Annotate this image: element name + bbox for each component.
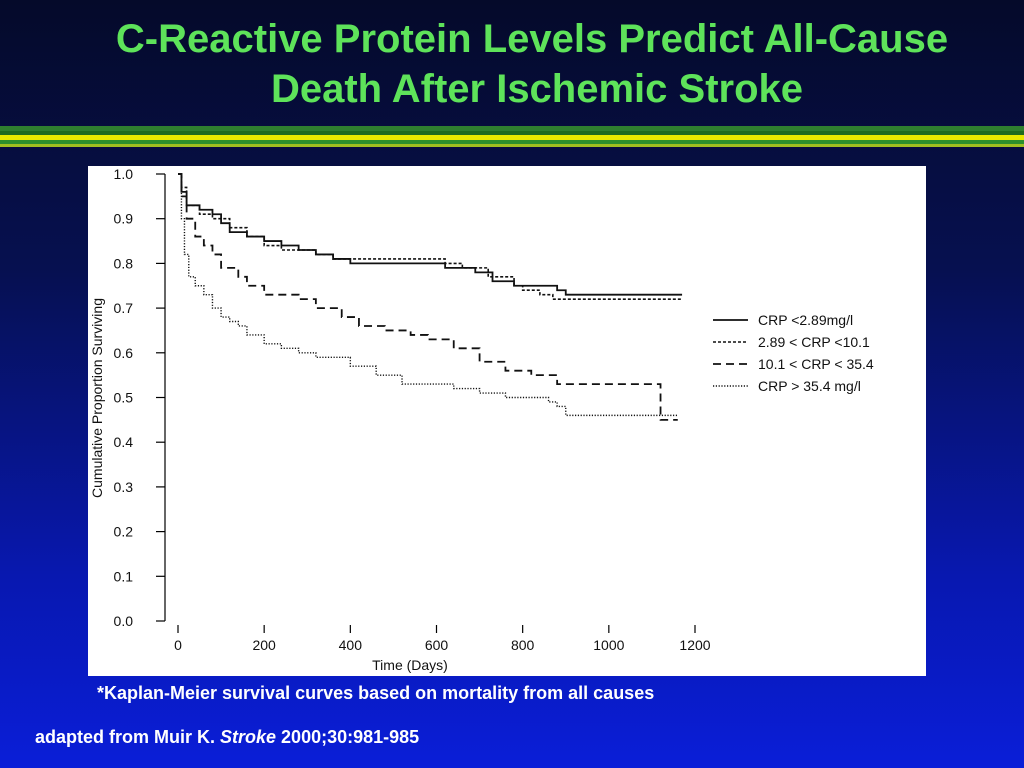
x-tick-label: 1200 xyxy=(679,637,710,653)
series-line-3 xyxy=(178,173,678,421)
slide-title: C-Reactive Protein Levels Predict All-Ca… xyxy=(0,14,1024,114)
y-tick-label: 0.4 xyxy=(114,434,134,450)
stripe xyxy=(0,131,1024,135)
stripe xyxy=(0,140,1024,144)
survival-chart: 0.0 0.1 0.2 0.3 0.4 0.5 0.6 0.7 0.8 0.9 1.0 0 200 400… xyxy=(89,166,874,673)
series-line-4 xyxy=(178,173,678,417)
x-tick-label: 800 xyxy=(511,637,535,653)
x-tick-label: 1000 xyxy=(593,637,624,653)
chart-figure: 0.0 0.1 0.2 0.3 0.4 0.5 0.6 0.7 0.8 0.9 1.0 0 200 400… xyxy=(88,166,926,676)
series-line-2 xyxy=(178,173,683,300)
y-tick-label: 0.9 xyxy=(114,211,134,227)
y-tick-label: 0.5 xyxy=(114,390,134,406)
x-tick-label: 0 xyxy=(174,637,182,653)
y-axis-title: Cumulative Proportion Surviving xyxy=(89,298,105,498)
title-line-2: Death After Ischemic Stroke xyxy=(270,67,804,111)
legend-label-3: 10.1 < CRP < 35.4 xyxy=(758,356,874,372)
y-tick-label: 0.1 xyxy=(114,568,134,584)
x-tick-label: 400 xyxy=(339,637,363,653)
footnote: *Kaplan-Meier survival curves based on m… xyxy=(97,683,655,703)
y-tick-label: 0.7 xyxy=(114,300,134,316)
x-tick-label: 600 xyxy=(425,637,449,653)
y-tick-label: 0.0 xyxy=(114,613,134,629)
y-tick-label: 0.3 xyxy=(114,479,134,495)
source-prefix: adapted from Muir K. xyxy=(35,727,221,747)
source-suffix: 2000;30:981-985 xyxy=(276,727,420,747)
source-citation: adapted from Muir K. Stroke 2000;30:981-… xyxy=(35,727,419,748)
stripe xyxy=(0,144,1024,147)
y-tick-label: 0.8 xyxy=(114,255,134,271)
legend-label-2: 2.89 < CRP <10.1 xyxy=(758,334,870,350)
y-tick-label: 0.6 xyxy=(114,345,134,361)
x-tick-label: 200 xyxy=(252,637,276,653)
series-line-1 xyxy=(178,173,683,296)
legend-label-1: CRP <2.89mg/l xyxy=(758,312,853,328)
x-axis-title: Time (Days) xyxy=(372,657,448,673)
y-tick-label: 1.0 xyxy=(114,166,134,182)
divider-stripes xyxy=(0,126,1024,148)
source-journal: Stroke xyxy=(220,727,277,747)
legend-label-4: CRP > 35.4 mg/l xyxy=(758,378,861,394)
stripe xyxy=(0,135,1024,140)
y-tick-label: 0.2 xyxy=(114,524,134,540)
stripe xyxy=(0,126,1024,131)
title-line-1: C-Reactive Protein Levels Predict All-Ca… xyxy=(115,17,949,61)
